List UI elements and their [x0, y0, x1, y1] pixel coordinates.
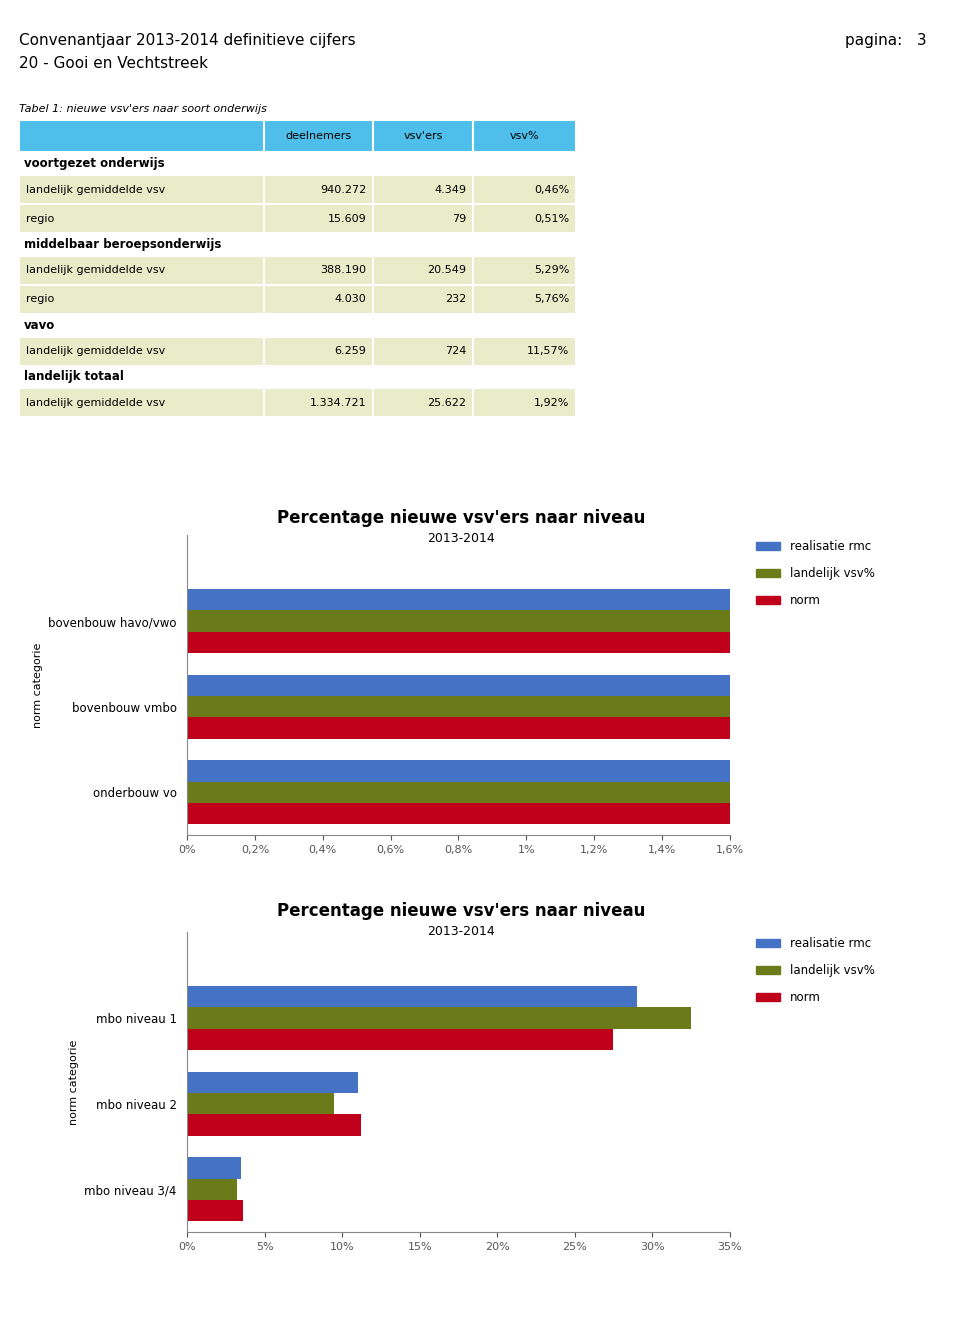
Bar [187, 761, 960, 782]
Bar [372, 176, 473, 204]
Text: 25.622: 25.622 [427, 398, 467, 408]
Text: vsv'ers: vsv'ers [403, 131, 443, 141]
Text: 6.259: 6.259 [334, 346, 366, 356]
Bar [473, 285, 576, 314]
Bar [187, 1200, 243, 1221]
Bar [372, 285, 473, 314]
Bar [187, 610, 960, 631]
Bar [473, 176, 576, 204]
Text: 724: 724 [444, 346, 467, 356]
Text: 5,29%: 5,29% [534, 265, 569, 276]
Bar [19, 120, 264, 152]
Text: Convenantjaar 2013-2014 definitieve cijfers: Convenantjaar 2013-2014 definitieve cijf… [19, 33, 356, 48]
Bar [19, 176, 264, 204]
Text: 15.609: 15.609 [327, 213, 366, 224]
Text: regio: regio [26, 294, 54, 304]
Text: 5,76%: 5,76% [534, 294, 569, 304]
Bar [473, 256, 576, 285]
Y-axis label: norm categorie: norm categorie [33, 642, 43, 729]
Text: landelijk gemiddelde vsv: landelijk gemiddelde vsv [26, 265, 165, 276]
Bar [187, 1094, 334, 1115]
Text: 20.549: 20.549 [427, 265, 467, 276]
Bar [187, 803, 960, 825]
Bar [264, 176, 372, 204]
Text: 1,92%: 1,92% [534, 398, 569, 408]
Text: 2013-2014: 2013-2014 [427, 531, 494, 545]
Text: vsv%: vsv% [510, 131, 540, 141]
Bar [372, 204, 473, 233]
Text: landelijk totaal: landelijk totaal [24, 370, 124, 384]
Y-axis label: norm categorie: norm categorie [69, 1039, 79, 1126]
Text: regio: regio [26, 213, 54, 224]
Text: 1.334.721: 1.334.721 [309, 398, 366, 408]
Bar [187, 1179, 237, 1200]
Text: 0,51%: 0,51% [534, 213, 569, 224]
Bar [264, 337, 372, 365]
Bar [473, 337, 576, 365]
Text: landelijk gemiddelde vsv: landelijk gemiddelde vsv [26, 398, 165, 408]
Bar [19, 389, 264, 417]
Text: 4.349: 4.349 [434, 185, 467, 194]
Text: 2013-2014: 2013-2014 [427, 924, 494, 938]
Text: middelbaar beroepsonderwijs: middelbaar beroepsonderwijs [24, 238, 221, 250]
Bar [473, 204, 576, 233]
Bar [19, 204, 264, 233]
Bar [473, 389, 576, 417]
Bar [187, 1028, 613, 1050]
Text: 4.030: 4.030 [334, 294, 366, 304]
Bar [264, 120, 372, 152]
Text: landelijk gemiddelde vsv: landelijk gemiddelde vsv [26, 346, 165, 356]
Bar [19, 256, 264, 285]
Bar [372, 389, 473, 417]
Bar [187, 631, 960, 653]
Bar [187, 1115, 361, 1136]
Text: 388.190: 388.190 [320, 265, 366, 276]
Bar [187, 697, 960, 718]
Bar [19, 337, 264, 365]
Text: pagina:   3: pagina: 3 [845, 33, 926, 48]
Bar [372, 337, 473, 365]
Bar [187, 782, 960, 803]
Text: 940.272: 940.272 [320, 185, 366, 194]
Bar [187, 1007, 691, 1028]
Bar [19, 285, 264, 314]
Text: Percentage nieuwe vsv'ers naar niveau: Percentage nieuwe vsv'ers naar niveau [276, 509, 645, 527]
Text: 20 - Gooi en Vechtstreek: 20 - Gooi en Vechtstreek [19, 56, 208, 71]
Bar [187, 674, 960, 697]
Text: Percentage nieuwe vsv'ers naar niveau: Percentage nieuwe vsv'ers naar niveau [276, 902, 645, 920]
Bar [372, 120, 473, 152]
Text: voortgezet onderwijs: voortgezet onderwijs [24, 157, 164, 170]
Bar [473, 120, 576, 152]
Bar [372, 256, 473, 285]
Text: Tabel 1: nieuwe vsv'ers naar soort onderwijs: Tabel 1: nieuwe vsv'ers naar soort onder… [19, 104, 267, 115]
Text: 79: 79 [452, 213, 467, 224]
Bar [187, 1158, 242, 1179]
Bar [264, 389, 372, 417]
Bar [187, 589, 960, 610]
Text: 11,57%: 11,57% [527, 346, 569, 356]
Bar [264, 256, 372, 285]
Text: 232: 232 [445, 294, 467, 304]
Text: vavo: vavo [24, 318, 55, 332]
Text: landelijk gemiddelde vsv: landelijk gemiddelde vsv [26, 185, 165, 194]
Bar [187, 718, 960, 739]
Bar [187, 986, 636, 1007]
Legend: realisatie rmc, landelijk vsv%, norm: realisatie rmc, landelijk vsv%, norm [752, 932, 879, 1010]
Bar [264, 285, 372, 314]
Bar [187, 1071, 358, 1094]
Legend: realisatie rmc, landelijk vsv%, norm: realisatie rmc, landelijk vsv%, norm [752, 535, 879, 613]
Text: deelnemers: deelnemers [285, 131, 351, 141]
Bar [264, 204, 372, 233]
Text: 0,46%: 0,46% [534, 185, 569, 194]
